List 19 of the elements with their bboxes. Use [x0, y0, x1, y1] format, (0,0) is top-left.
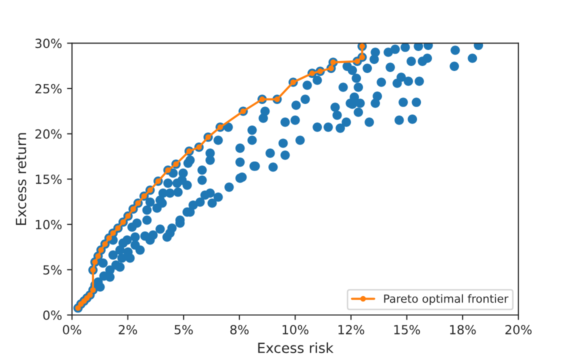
y-tick-label: 0% — [43, 310, 62, 320]
y-tick-label: 20% — [35, 129, 62, 139]
y-tick-label: 15% — [36, 174, 62, 184]
y-tick-label: 5% — [43, 265, 62, 275]
x-tick-label: 0% — [62, 324, 82, 334]
x-tick-label: 12% — [338, 324, 364, 334]
x-tick-label: 18% — [450, 324, 476, 334]
y-tick-label: 25% — [35, 84, 62, 94]
x-tick-label: 8% — [230, 324, 249, 334]
x-tick-label: 15% — [394, 324, 420, 334]
x-tick-label: 5% — [174, 324, 193, 334]
x-tick-label: 20% — [505, 324, 532, 334]
y-tick-label: 30% — [35, 38, 62, 48]
legend-label: Pareto optimal frontier — [384, 294, 508, 305]
x-tick-label: 10% — [282, 324, 308, 334]
x-axis-title: Excess risk — [258, 342, 334, 354]
y-axis-title: Excess return — [16, 133, 26, 225]
y-tick-label: 10% — [36, 220, 62, 230]
x-tick-label: 2% — [118, 324, 138, 334]
